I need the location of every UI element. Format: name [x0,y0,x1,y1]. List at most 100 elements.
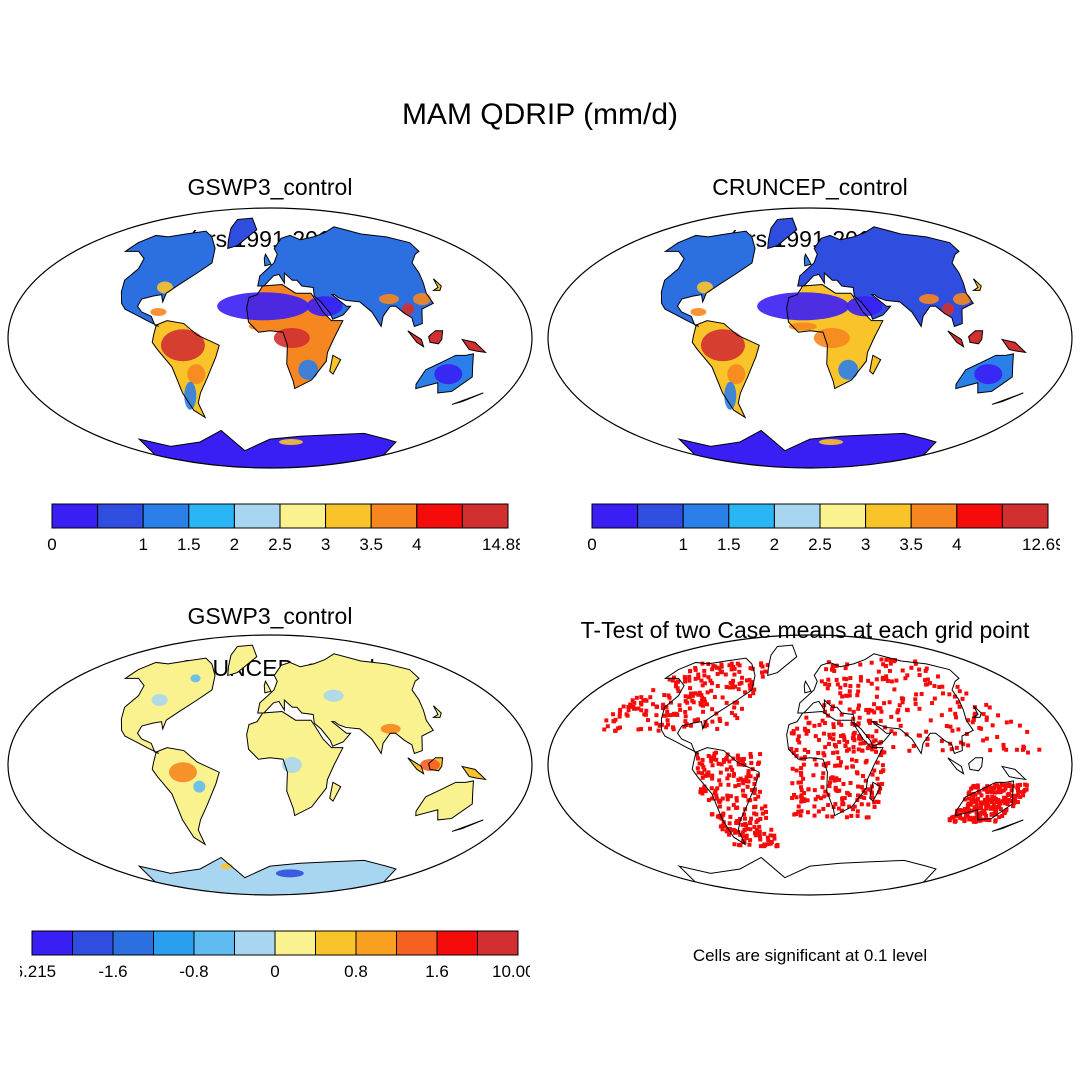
significant-cell [880,677,885,682]
significant-cell [953,711,958,716]
significant-cell [1000,813,1005,818]
significant-cell [799,771,804,776]
significant-cell [833,763,838,768]
significant-cell [972,805,977,810]
significant-cell [654,713,659,718]
field-region [696,281,713,294]
colorbar-tick-label: 1.6 [425,962,449,981]
significant-cell [812,788,817,793]
significant-cell [969,808,974,813]
significant-cell [852,804,857,809]
colorbar-swatch [637,503,684,529]
significant-cell [802,790,807,795]
significant-cell [940,748,945,753]
coastline-nz [991,819,1024,832]
significant-cell [957,704,962,709]
significant-cell [757,824,762,829]
significant-cell [964,691,969,696]
significant-cell [772,833,777,838]
significant-cell [763,669,768,674]
significant-cell [833,664,838,669]
significant-cell [797,740,802,745]
colorbar-tick-label: 0 [47,535,56,554]
colorbar-tick-label: -0.8 [179,962,208,981]
significant-cell [723,757,728,762]
significant-cell [848,684,853,689]
significant-cell [683,694,688,699]
colorbar-swatch [274,930,316,956]
significant-cell [833,744,838,749]
significant-cell [893,658,898,663]
colorbar-tick-label: 2.5 [268,535,292,554]
significant-cell [757,829,762,834]
significant-cell [830,665,835,670]
significant-cell [636,727,641,732]
significant-cell [728,680,733,685]
significant-cell [840,808,845,813]
colorbar-swatch [956,503,1003,529]
map-border [7,207,533,469]
significant-cell [1001,746,1006,751]
map-content [120,217,487,468]
land-antarctica [139,430,396,468]
significant-cell [873,749,878,754]
coastline-madagascar [869,354,882,375]
colorbar-swatch [193,930,235,956]
significant-cell [1001,742,1006,747]
significant-cell [691,691,696,696]
significant-cell [725,776,730,781]
significant-cell [662,693,667,698]
significant-cell [840,694,845,699]
significant-cell [839,712,844,717]
significant-cell [732,666,737,671]
significant-cell [613,728,618,733]
significant-cell [775,842,780,847]
significant-cell [858,662,863,667]
significant-cell [905,673,910,678]
coastline-nz [991,392,1024,405]
significant-cell [791,750,796,755]
significant-cell [824,667,829,672]
significant-cell [791,729,796,734]
significant-cell [947,817,952,822]
significant-cell [994,805,999,810]
significant-cell [645,718,650,723]
significant-cell [971,796,976,801]
significant-cell [747,842,752,847]
significant-cell [753,776,758,781]
significant-cell [962,818,967,823]
significant-cell [704,702,709,707]
significant-cell [884,657,889,662]
significant-cell [720,695,725,700]
significant-cell [710,707,715,712]
significant-cell [699,693,704,698]
significant-cell [798,813,803,818]
significant-cell [837,788,842,793]
significant-cell [891,745,896,750]
coastline-sumatra [947,330,965,348]
significant-cell [729,667,734,672]
significant-cell [745,784,750,789]
significant-cell [869,790,874,795]
significant-cell [701,709,706,714]
map-border [7,634,533,896]
colorbar-swatch [396,930,438,956]
significant-cell [880,781,885,786]
significant-cell [842,676,847,681]
map-content [120,644,487,895]
significant-cell [826,761,831,766]
significant-cell [790,795,795,800]
significant-cell [651,702,656,707]
colorbar-swatch [112,930,154,956]
significant-cell [812,757,817,762]
significant-cell [733,713,738,718]
land-australia [415,780,474,820]
significant-cell [971,819,976,824]
significant-cell [981,801,986,806]
significant-cell [706,675,711,680]
significant-cell [855,693,860,698]
colorbar-tick-label: 0.8 [344,962,368,981]
significance-note: Cells are significant at 0.1 level [692,946,928,965]
field-region [273,328,310,348]
significant-cell [990,799,995,804]
